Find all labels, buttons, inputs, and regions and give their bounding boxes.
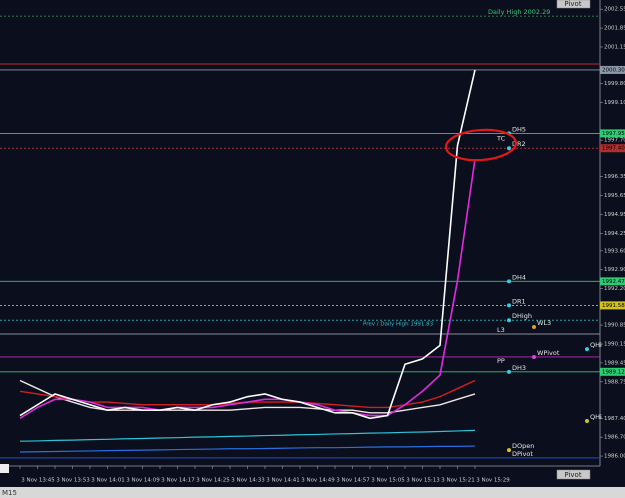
y-tick-label: 2001.15 [604,44,625,50]
level-label: DPivot [512,450,533,458]
level-label: DH3 [512,364,526,372]
pivot-button[interactable] [556,469,591,480]
y-tick-label: 1994.25 [604,231,625,237]
series-line [19,69,476,420]
series-line [19,445,476,453]
price-box-label: 2000.30 [602,67,625,73]
x-tick-label: 3 Nov 13:53 [56,478,90,484]
marker-dot [532,324,536,329]
level-label: L3 [497,326,505,334]
y-tick-label: 1999.80 [604,81,625,87]
marker-label: WL3 [537,319,551,327]
x-tick-label: 3 Nov 14:41 [266,478,300,484]
pivot-button-label[interactable]: Pivot [564,0,581,8]
price-box [600,277,625,286]
scroll-box[interactable] [0,464,9,473]
x-tick-label: 3 Nov 14:25 [196,478,230,484]
marker-label: TC [496,134,506,142]
x-tick-label: 3 Nov 14:57 [336,478,370,484]
marker-label: DOpen [512,442,534,450]
level-dot [507,318,511,323]
x-tick-label: 3 Nov 13:45 [21,478,55,484]
level-dot [507,146,511,151]
x-tick-label: 3 Nov 15:05 [371,478,405,484]
y-tick-label: 1996.35 [604,174,625,180]
price-box [600,129,625,138]
y-tick-label: 1989.45 [604,360,625,366]
y-tick-label: 1987.40 [604,416,625,422]
y-tick-label: 1999.10 [604,100,625,106]
status-bar [0,487,625,498]
level-label: DH5 [512,125,526,133]
price-box-label: 1989.12 [602,369,625,375]
highlight-circle [444,128,518,162]
series-line [19,379,476,414]
y-tick-label: 1993.60 [604,248,625,254]
marker-dot [585,418,589,423]
level-label: DH4 [512,273,526,281]
x-tick-label: 3 Nov 15:29 [476,478,510,484]
y-tick-label: 1986.00 [604,454,625,460]
level-label: Daily High 2002.29 [488,8,550,16]
price-box [600,144,625,153]
level-dot [507,303,511,308]
y-tick-label: 1992.20 [604,286,625,292]
x-tick-label: 3 Nov 15:21 [441,478,475,484]
price-box-label: 1997.40 [602,146,625,152]
x-tick-label: 3 Nov 14:33 [231,478,265,484]
y-tick-label: 1988.75 [604,379,625,385]
level-dot [507,279,511,284]
marker-label: QHi [590,413,602,421]
price-box-label: 1997.95 [602,131,625,137]
y-tick-label: 1997.70 [604,138,625,144]
price-box [600,367,625,376]
level-label: DR2 [512,140,526,148]
series-line [19,429,476,442]
x-tick-label: 3 Nov 14:01 [91,478,125,484]
pivot-button-label[interactable]: Pivot [564,471,581,479]
level-label: DHigh [512,312,532,320]
x-tick-label: 3 Nov 14:09 [126,478,160,484]
x-tick-label: 3 Nov 14:17 [161,478,195,484]
marker-dot [585,347,589,352]
marker-label: QHi [590,341,602,349]
level-label: WPivot [537,349,560,357]
y-tick-label: 1994.95 [604,212,625,218]
price-box [600,65,625,74]
y-tick-label: 2001.85 [604,26,625,32]
y-tick-label: 1990.85 [604,323,625,329]
level-label: DR1 [512,297,526,305]
x-tick-label: 3 Nov 14:49 [301,478,335,484]
x-tick-label: 3 Nov 15:13 [406,478,440,484]
marker-dot [507,448,511,453]
y-tick-label: 1992.90 [604,267,625,273]
price-box [600,301,625,310]
marker-label: PP [497,357,505,365]
level-note: Prev / Daily High 1991.83 [363,322,434,328]
timeframe: M15 [2,489,17,497]
y-tick-label: 2002.55 [604,7,625,13]
series-line [19,158,476,419]
pivot-button[interactable] [556,0,591,9]
y-tick-label: 1990.15 [604,342,625,348]
price-box-label: 1992.47 [602,279,625,285]
level-dot [507,369,511,374]
level-dot [532,354,536,359]
y-tick-label: 1986.70 [604,435,625,441]
y-tick-label: 1995.65 [604,193,625,199]
price-box-label: 1991.58 [602,303,625,309]
